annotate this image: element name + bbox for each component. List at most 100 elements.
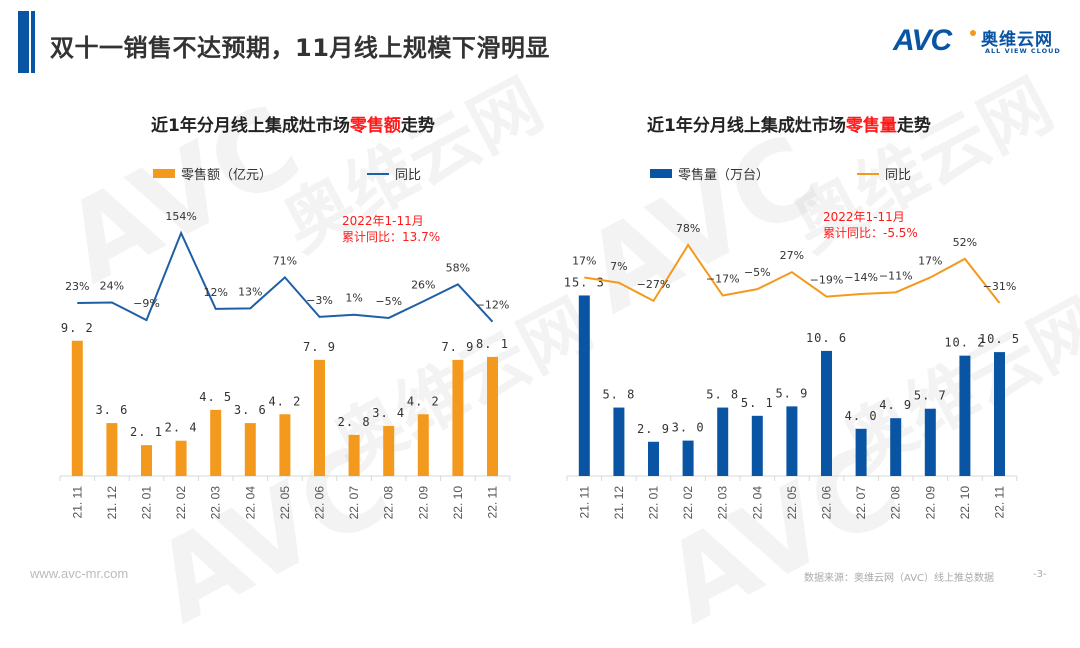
bar-data-label: 9. 2 [61,321,94,335]
bar [613,408,624,476]
bar [279,414,290,476]
yoy-data-label: −19% [810,274,844,287]
bar [314,360,325,476]
yoy-data-label: 52% [953,236,977,249]
x-tick-label: 22. 09 [416,486,430,520]
bar [752,416,763,476]
bar [452,360,463,476]
x-tick-label: 22. 02 [681,486,695,520]
x-tick-label: 22. 11 [486,486,500,519]
x-tick-label: 22. 03 [209,486,223,520]
x-tick-label: 22. 10 [451,486,465,520]
x-tick-label: 22. 02 [174,486,188,520]
x-tick-label: 22. 09 [923,486,937,520]
bar-data-label: 4. 2 [407,394,440,408]
bar-data-label: 5. 9 [775,386,808,400]
yoy-data-label: 71% [273,254,297,267]
yoy-data-label: −11% [879,269,913,282]
yoy-data-label: 78% [676,222,700,235]
bar-data-label: 4. 0 [845,409,878,423]
bar [176,441,187,476]
footer-source: 数据来源：奥维云网（AVC）线上推总数据 [804,569,994,584]
yoy-data-label: 27% [780,249,804,262]
bar [683,441,694,476]
x-tick-label: 22. 05 [278,486,292,520]
bar-data-label: 10. 6 [806,331,847,345]
bar-data-label: 4. 5 [199,390,232,404]
bar-data-label: 4. 9 [879,398,912,412]
yoy-data-label: −14% [844,271,878,284]
bar-data-label: 3. 0 [672,421,705,435]
page-number: -3- [1033,569,1047,580]
bar-data-label: 2. 9 [637,422,670,436]
yoy-data-label: −12% [476,299,510,312]
x-tick-label: 21. 11 [70,486,84,519]
x-tick-label: 22. 08 [889,486,903,520]
bar-data-label: 5. 8 [706,388,739,402]
yoy-data-label: 24% [100,279,124,292]
bar [72,341,83,476]
bar [141,445,152,476]
bar [717,408,728,476]
x-tick-label: 21. 12 [105,486,119,520]
bar-data-label: 2. 8 [338,415,371,429]
x-tick-label: 22. 06 [820,486,834,520]
yoy-data-label: 58% [446,261,470,274]
x-tick-label: 22. 10 [958,486,972,520]
yoy-data-label: −17% [706,273,740,286]
yoy-data-label: 7% [610,260,627,273]
bar [349,435,360,476]
yoy-data-label: 12% [203,286,227,299]
bar-data-label: 10. 5 [979,332,1020,346]
x-tick-label: 22. 08 [382,486,396,520]
bar-data-label: 3. 6 [234,403,267,417]
bar-data-label: 5. 1 [741,396,774,410]
bar [245,423,256,476]
yoy-data-label: −31% [983,280,1017,293]
bar [994,352,1005,476]
bar-data-label: 2. 1 [130,425,163,439]
bar [959,356,970,476]
x-tick-label: 22. 07 [854,486,868,520]
x-tick-label: 22. 07 [347,486,361,520]
yoy-data-label: −5% [375,295,402,308]
yoy-data-label: −27% [637,278,671,291]
bar [579,295,590,476]
bar-data-label: 3. 6 [95,403,128,417]
x-tick-label: 21. 11 [577,486,591,519]
x-tick-label: 21. 12 [612,486,626,520]
yoy-data-label: 17% [918,254,942,267]
yoy-data-label: 26% [411,278,435,291]
bar [106,423,117,476]
bar-data-label: 7. 9 [303,340,336,354]
bar [856,429,867,476]
x-tick-label: 22. 03 [716,486,730,520]
bar [925,409,936,476]
bar [890,418,901,476]
bar [786,406,797,476]
x-tick-label: 22. 11 [993,486,1007,519]
bar-data-label: 2. 4 [165,421,198,435]
bar [418,414,429,476]
bar [821,351,832,476]
footer-url[interactable]: www.avc-mr.com [30,566,128,581]
yoy-data-label: −9% [133,297,160,310]
bar-data-label: 5. 8 [602,388,635,402]
bar-data-label: 5. 7 [914,389,947,403]
yoy-data-label: −3% [306,294,333,307]
x-tick-label: 22. 01 [140,486,154,520]
bar-data-label: 4. 2 [268,394,301,408]
bar-data-label: 3. 4 [372,406,405,420]
bar-data-label: 8. 1 [476,337,509,351]
bar [648,442,659,476]
bar [487,357,498,476]
x-tick-label: 22. 04 [243,486,257,520]
x-tick-label: 22. 06 [313,486,327,520]
yoy-data-label: −5% [744,266,771,279]
x-tick-label: 22. 04 [750,486,764,520]
yoy-data-label: 13% [238,285,262,298]
bar [210,410,221,476]
x-tick-label: 22. 01 [647,486,661,520]
yoy-data-label: 17% [572,254,596,267]
